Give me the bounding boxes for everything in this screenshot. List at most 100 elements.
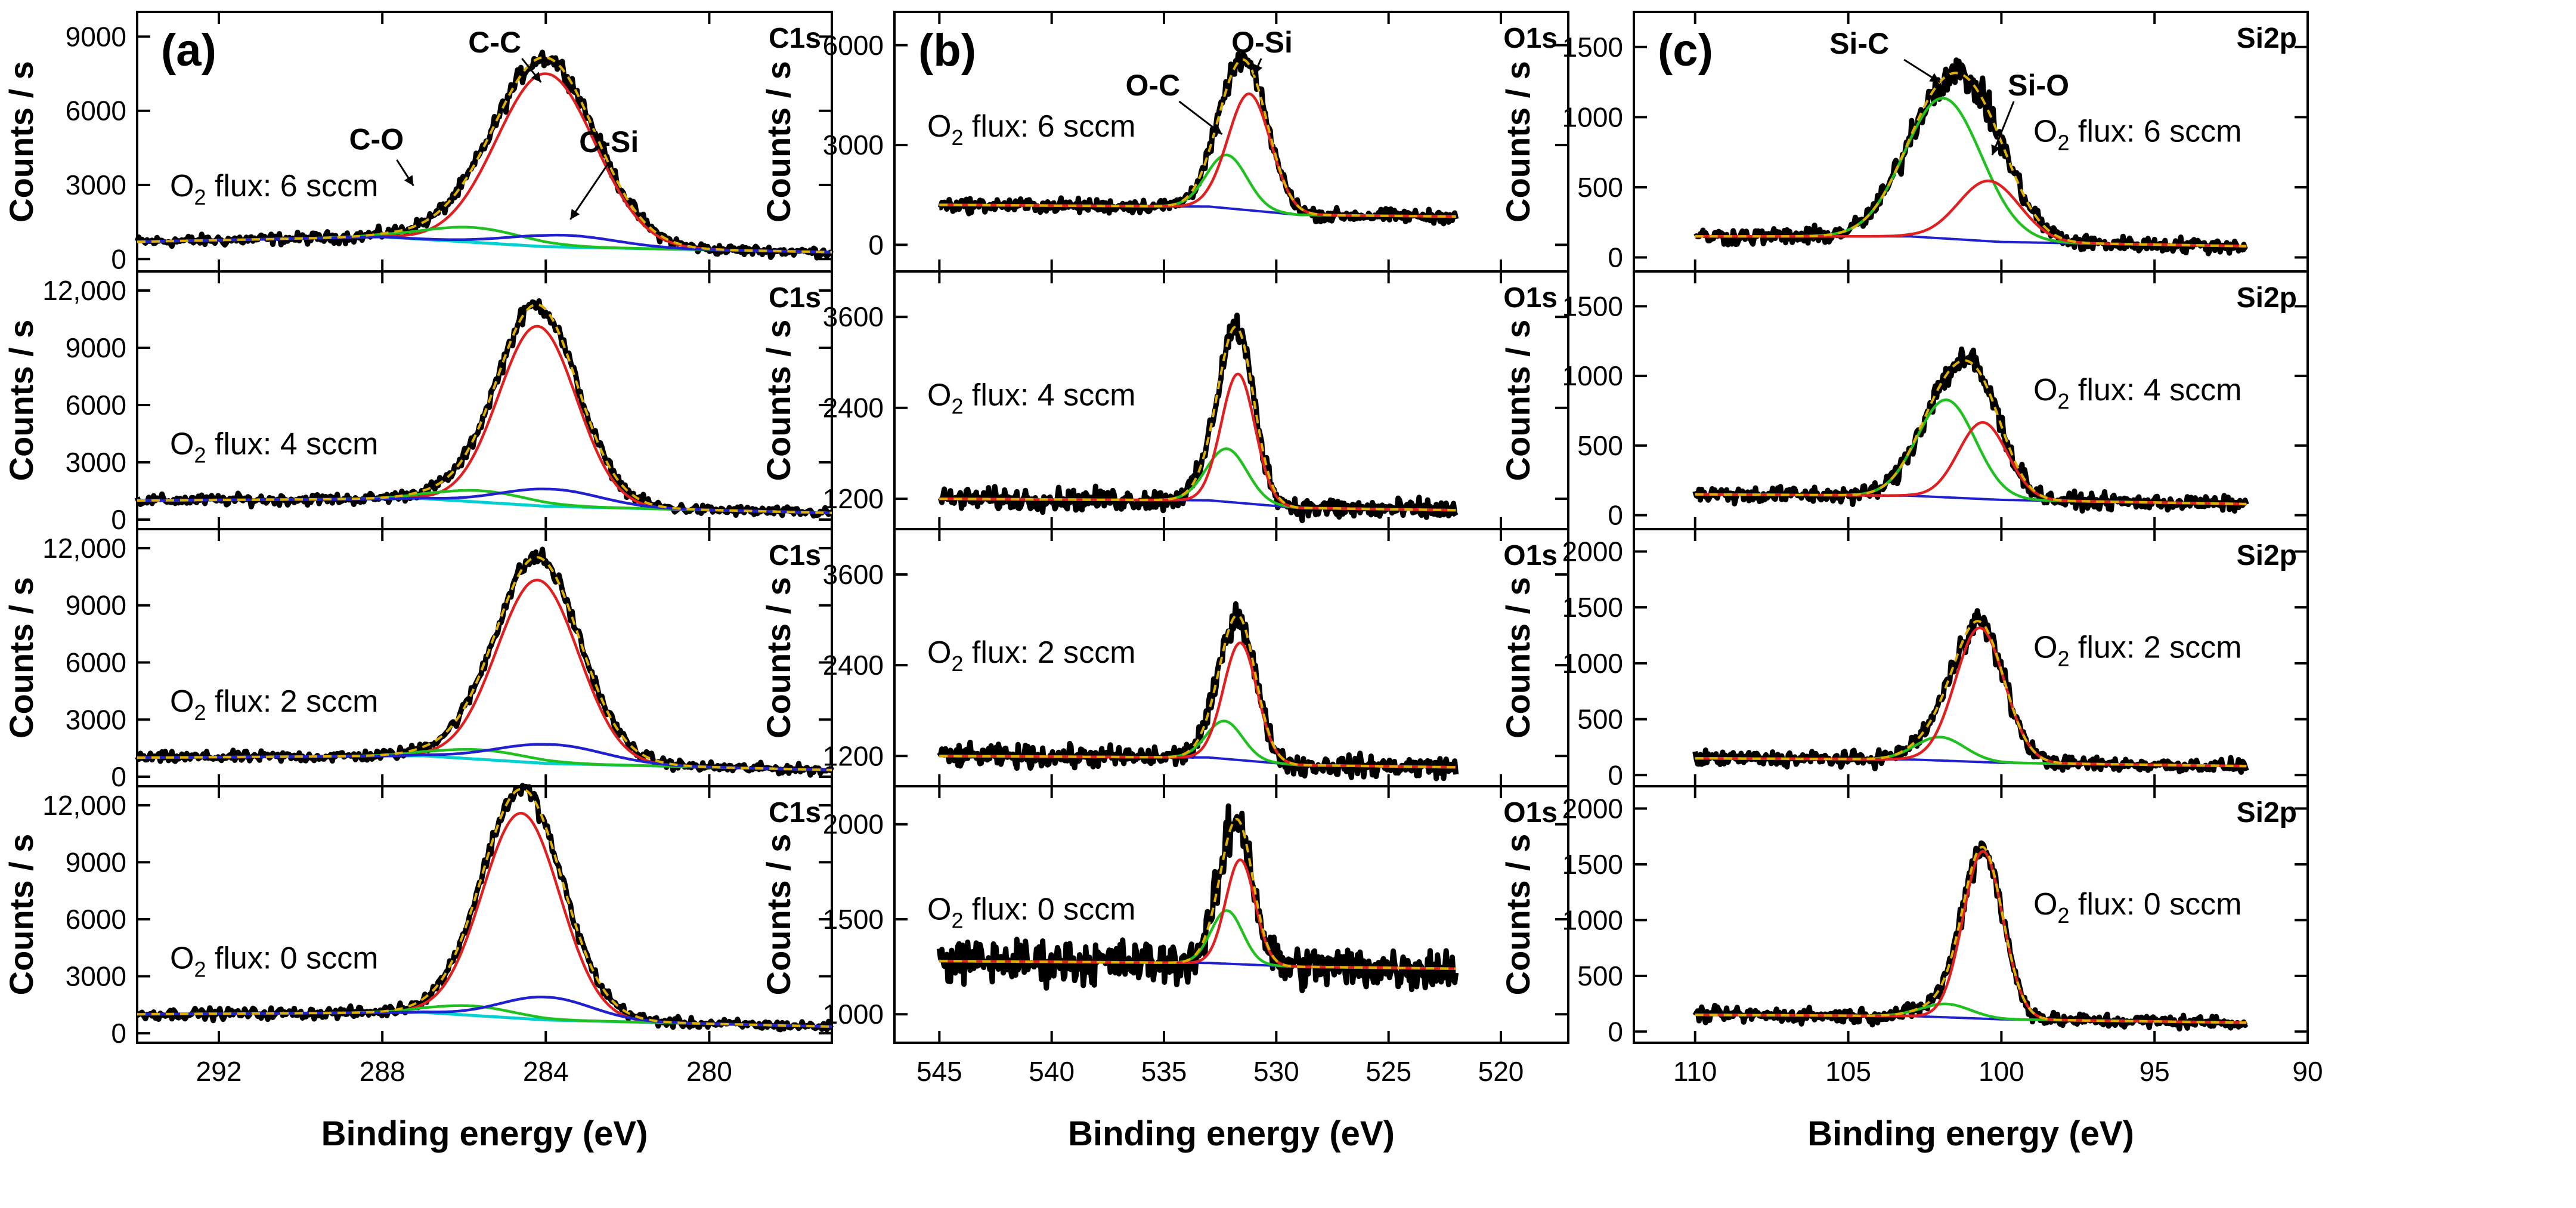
component-line xyxy=(1695,179,2247,248)
annotation-arrowhead xyxy=(1929,73,1940,82)
x-tick-label: 280 xyxy=(686,1056,732,1087)
annotation-arrowhead xyxy=(1991,144,2001,155)
y-tick-label: 500 xyxy=(1577,704,1623,735)
plot-frame xyxy=(1633,785,2309,1044)
y-tick-label: 3000 xyxy=(66,961,126,992)
y-tick-label: 2400 xyxy=(823,650,884,681)
y-tick-label: 2000 xyxy=(1562,793,1623,824)
subplot-b-3: 1200 2400 3600 Counts / s O1s O2 flux: 2 sccm xyxy=(760,528,1569,787)
y-tick-label: 3000 xyxy=(66,447,126,478)
fit-envelope-line xyxy=(1695,620,2247,768)
y-tick-label: 500 xyxy=(1577,172,1623,203)
x-tick-label: 540 xyxy=(1029,1056,1075,1087)
subplot-b-1: 0 3000 6000 Counts / s O1s O2 flux: 6 sccm (b)… xyxy=(760,11,1569,273)
y-tick-label: 0 xyxy=(1608,500,1623,531)
y-tick-label: 1200 xyxy=(823,740,884,771)
y-tick-label: 2400 xyxy=(823,393,884,424)
peak-label: O-C xyxy=(1125,69,1180,102)
flux-label: O2 flux: 6 sccm xyxy=(2033,115,2241,155)
annotation-arrow xyxy=(1991,101,2015,156)
y-tick-label: 3600 xyxy=(823,559,884,590)
core-level-label: O1s xyxy=(1503,23,1558,54)
fit-envelope-line xyxy=(137,303,832,514)
y-tick-label: 6000 xyxy=(823,30,884,61)
core-level-label: O1s xyxy=(1503,282,1558,314)
peak-label: C-Si xyxy=(579,125,639,159)
subplot-a-1: 0 3000 6000 9000 Counts / s C1s O2 flux: 6 scc… xyxy=(2,11,834,274)
component-line xyxy=(1695,849,2247,1024)
y-tick-label: 2000 xyxy=(823,809,884,840)
y-tick-label: 6000 xyxy=(66,390,126,421)
core-level-label: C1s xyxy=(769,540,821,571)
peak-label: C-O xyxy=(349,123,404,156)
y-tick-label: 1000 xyxy=(1562,360,1623,391)
fit-envelope-line xyxy=(137,56,832,254)
x-tick-label: 100 xyxy=(1979,1056,2024,1087)
y-axis-label: Counts / s xyxy=(1499,577,1537,739)
x-tick-label: 105 xyxy=(1825,1056,1871,1087)
component-line xyxy=(137,579,832,772)
plot-frame xyxy=(136,785,833,1044)
x-tick-label: 535 xyxy=(1141,1056,1187,1087)
y-tick-label: 6000 xyxy=(66,95,126,126)
x-tick-label: 284 xyxy=(523,1056,569,1087)
subplot-b-4: 1000 1500 2000 Counts / s O1s O2 flux: 0 sccm xyxy=(760,785,1569,1044)
peak-label: Si-C xyxy=(1829,27,1889,60)
peak-label: C-C xyxy=(468,26,521,59)
peak-label: Si-O xyxy=(2008,69,2069,102)
y-tick-label: 0 xyxy=(1608,242,1623,273)
x-tick-label: 545 xyxy=(917,1056,962,1087)
fit-envelope-line xyxy=(939,58,1456,218)
y-tick-label: 3600 xyxy=(823,301,884,332)
fit-envelope-line xyxy=(939,325,1456,512)
x-axis-label: Binding energy (eV) xyxy=(1068,1114,1395,1153)
fit-envelope-line xyxy=(1695,845,2247,1024)
core-level-label: Si2p xyxy=(2237,797,2297,829)
y-tick-label: 500 xyxy=(1577,430,1623,461)
y-axis-label: Counts / s xyxy=(1499,320,1537,481)
y-axis-label: Counts / s xyxy=(2,577,40,739)
y-tick-label: 9000 xyxy=(66,332,126,363)
annotation-arrowhead xyxy=(1253,64,1263,75)
y-tick-label: 1500 xyxy=(1562,592,1623,623)
raw-data-line xyxy=(135,546,835,778)
flux-label: O2 flux: 2 sccm xyxy=(927,635,1135,676)
flux-label: O2 flux: 0 sccm xyxy=(2033,887,2241,928)
raw-data-line xyxy=(1692,346,2249,514)
y-tick-label: 0 xyxy=(1608,1016,1623,1047)
subplot-c-1: 0 500 1000 1500 Counts / s Si2p O2 flux: 6 scc… xyxy=(1499,11,2309,273)
x-tick-label: 110 xyxy=(1673,1056,1717,1087)
panel-letter: (b) xyxy=(918,25,976,76)
flux-label: O2 flux: 0 sccm xyxy=(170,941,378,981)
fit-envelope-line xyxy=(939,614,1456,769)
y-tick-label: 9000 xyxy=(66,21,126,52)
core-level-label: Si2p xyxy=(2237,282,2297,314)
y-tick-label: 1000 xyxy=(823,999,884,1030)
raw-data-line xyxy=(134,298,833,519)
subplot-b-2: 1200 2400 3600 Counts / s O1s O2 flux: 4 sccm xyxy=(760,270,1569,530)
y-tick-label: 12,000 xyxy=(42,533,126,564)
y-tick-label: 1000 xyxy=(1562,648,1623,679)
x-axis-label: Binding energy (eV) xyxy=(1807,1114,2134,1153)
x-tick-label: 530 xyxy=(1253,1056,1299,1087)
y-axis-label: Counts / s xyxy=(1499,61,1537,223)
core-level-label: C1s xyxy=(769,282,821,314)
flux-label: O2 flux: 4 sccm xyxy=(170,427,378,468)
flux-label: O2 flux: 2 sccm xyxy=(170,684,378,725)
fit-envelope-line xyxy=(1695,359,2247,505)
fit-envelope-line xyxy=(1695,72,2247,248)
y-axis-label: Counts / s xyxy=(2,320,40,481)
y-axis-label: Counts / s xyxy=(2,834,40,996)
y-tick-label: 9000 xyxy=(66,846,126,878)
subplot-c-2: 0 500 1000 1500 Counts / s Si2p O2 flux: 4 scc… xyxy=(1499,270,2309,531)
y-axis-label: Counts / s xyxy=(2,61,40,223)
y-tick-label: 0 xyxy=(1608,759,1623,790)
panel-letter: (a) xyxy=(161,25,216,76)
raw-data-line xyxy=(1693,57,2248,257)
y-axis-label: Counts / s xyxy=(760,834,797,996)
annotation-arrowhead xyxy=(1211,124,1222,134)
